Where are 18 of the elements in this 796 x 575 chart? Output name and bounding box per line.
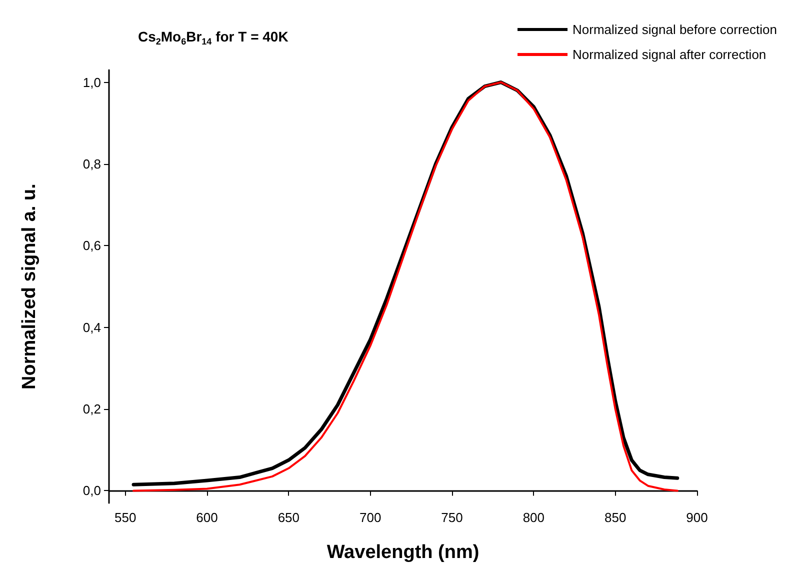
legend-label: Normalized signal before correction (572, 22, 777, 37)
x-tick-label: 700 (359, 510, 382, 525)
y-tick-label: 0,2 (82, 402, 101, 417)
x-tick-label: 550 (114, 510, 136, 525)
x-tick-label: 650 (278, 510, 300, 525)
y-tick-label: 1,0 (82, 74, 101, 90)
y-tick-label: 0,4 (82, 320, 101, 335)
y-axis-title: Normalized signal a. u. (19, 184, 40, 390)
x-tick-label: 900 (686, 510, 708, 525)
x-tick-label: 750 (441, 510, 463, 525)
y-tick-label: 0,0 (82, 483, 101, 498)
legend-label: Normalized signal after correction (572, 47, 766, 62)
y-tick-label: 0,8 (82, 156, 101, 172)
x-axis-title: Wavelength (nm) (326, 542, 480, 563)
y-tick-label: 0,6 (82, 238, 101, 254)
x-tick-label: 600 (196, 510, 218, 525)
x-tick-label: 800 (522, 510, 545, 525)
x-tick-label: 850 (604, 510, 626, 525)
